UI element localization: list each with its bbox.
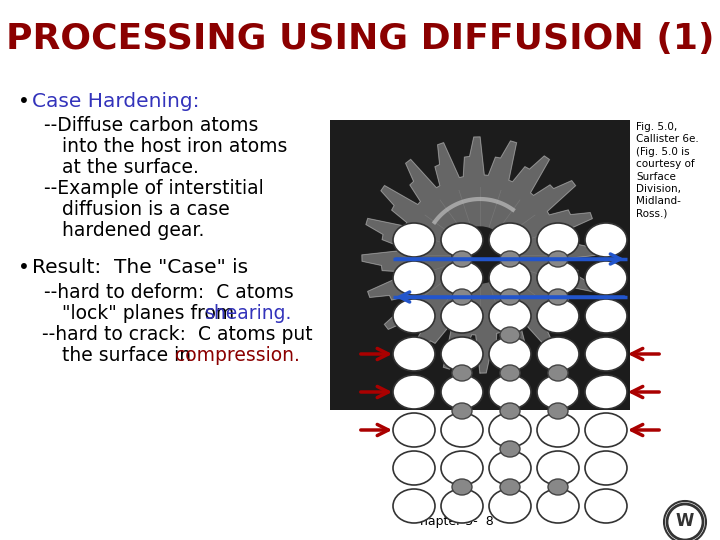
Text: hapter 5-  8: hapter 5- 8	[420, 515, 494, 528]
Ellipse shape	[441, 489, 483, 523]
Ellipse shape	[500, 327, 520, 343]
Text: the surface in: the surface in	[44, 346, 197, 365]
Ellipse shape	[548, 403, 568, 419]
Ellipse shape	[548, 365, 568, 381]
Ellipse shape	[452, 479, 472, 495]
Ellipse shape	[489, 299, 531, 333]
Ellipse shape	[537, 375, 579, 409]
Ellipse shape	[452, 251, 472, 267]
Ellipse shape	[537, 413, 579, 447]
Ellipse shape	[441, 223, 483, 257]
Ellipse shape	[393, 451, 435, 485]
Ellipse shape	[393, 299, 435, 333]
Ellipse shape	[441, 375, 483, 409]
Ellipse shape	[537, 223, 579, 257]
Text: •: •	[18, 258, 36, 277]
Ellipse shape	[452, 289, 472, 305]
Ellipse shape	[441, 261, 483, 295]
Ellipse shape	[500, 251, 520, 267]
Text: at the surface.: at the surface.	[44, 158, 199, 177]
Ellipse shape	[500, 403, 520, 419]
Ellipse shape	[393, 223, 435, 257]
Text: --Diffuse carbon atoms: --Diffuse carbon atoms	[44, 116, 258, 135]
Ellipse shape	[537, 299, 579, 333]
Text: Result:  The "Case" is: Result: The "Case" is	[32, 258, 248, 277]
Ellipse shape	[585, 413, 627, 447]
Ellipse shape	[548, 251, 568, 267]
Ellipse shape	[585, 451, 627, 485]
Text: Fig. 5.0,
Callister 6e.
(Fig. 5.0 is
courtesy of
Surface
Division,
Midland-
Ross: Fig. 5.0, Callister 6e. (Fig. 5.0 is cou…	[636, 122, 698, 219]
Circle shape	[452, 227, 508, 283]
Ellipse shape	[441, 451, 483, 485]
Ellipse shape	[548, 479, 568, 495]
Text: PROCESSING USING DIFFUSION (1): PROCESSING USING DIFFUSION (1)	[6, 22, 714, 56]
Text: --hard to crack:  C atoms put: --hard to crack: C atoms put	[36, 325, 312, 344]
Ellipse shape	[537, 489, 579, 523]
Ellipse shape	[393, 337, 435, 371]
Ellipse shape	[500, 441, 520, 457]
Ellipse shape	[585, 223, 627, 257]
Ellipse shape	[537, 451, 579, 485]
Ellipse shape	[500, 365, 520, 381]
Ellipse shape	[537, 337, 579, 371]
Ellipse shape	[548, 289, 568, 305]
Text: hardened gear.: hardened gear.	[44, 221, 204, 240]
Ellipse shape	[393, 375, 435, 409]
Ellipse shape	[452, 365, 472, 381]
Ellipse shape	[585, 375, 627, 409]
Ellipse shape	[489, 413, 531, 447]
Ellipse shape	[585, 337, 627, 371]
Text: "lock" planes from: "lock" planes from	[44, 304, 240, 323]
Text: shearing.: shearing.	[204, 304, 292, 323]
Ellipse shape	[393, 261, 435, 295]
Text: --hard to deform:  C atoms: --hard to deform: C atoms	[44, 283, 294, 302]
Bar	[330, 120, 630, 410]
Ellipse shape	[489, 261, 531, 295]
Ellipse shape	[452, 403, 472, 419]
Ellipse shape	[585, 261, 627, 295]
Text: --Example of interstitial: --Example of interstitial	[44, 179, 264, 198]
Polygon shape	[362, 137, 598, 373]
Ellipse shape	[441, 413, 483, 447]
Ellipse shape	[441, 299, 483, 333]
Ellipse shape	[489, 375, 531, 409]
Text: Case Hardening:: Case Hardening:	[32, 92, 199, 111]
Ellipse shape	[537, 261, 579, 295]
Ellipse shape	[585, 489, 627, 523]
Ellipse shape	[489, 337, 531, 371]
Ellipse shape	[500, 479, 520, 495]
Text: W: W	[676, 512, 694, 530]
Text: compression.: compression.	[176, 346, 300, 365]
Text: •: •	[18, 92, 36, 111]
Ellipse shape	[393, 413, 435, 447]
Text: diffusion is a case: diffusion is a case	[44, 200, 230, 219]
Ellipse shape	[585, 299, 627, 333]
Ellipse shape	[500, 289, 520, 305]
Ellipse shape	[489, 223, 531, 257]
Circle shape	[667, 504, 703, 540]
Ellipse shape	[489, 489, 531, 523]
Ellipse shape	[441, 337, 483, 371]
Ellipse shape	[393, 489, 435, 523]
Ellipse shape	[489, 451, 531, 485]
Text: into the host iron atoms: into the host iron atoms	[44, 137, 287, 156]
